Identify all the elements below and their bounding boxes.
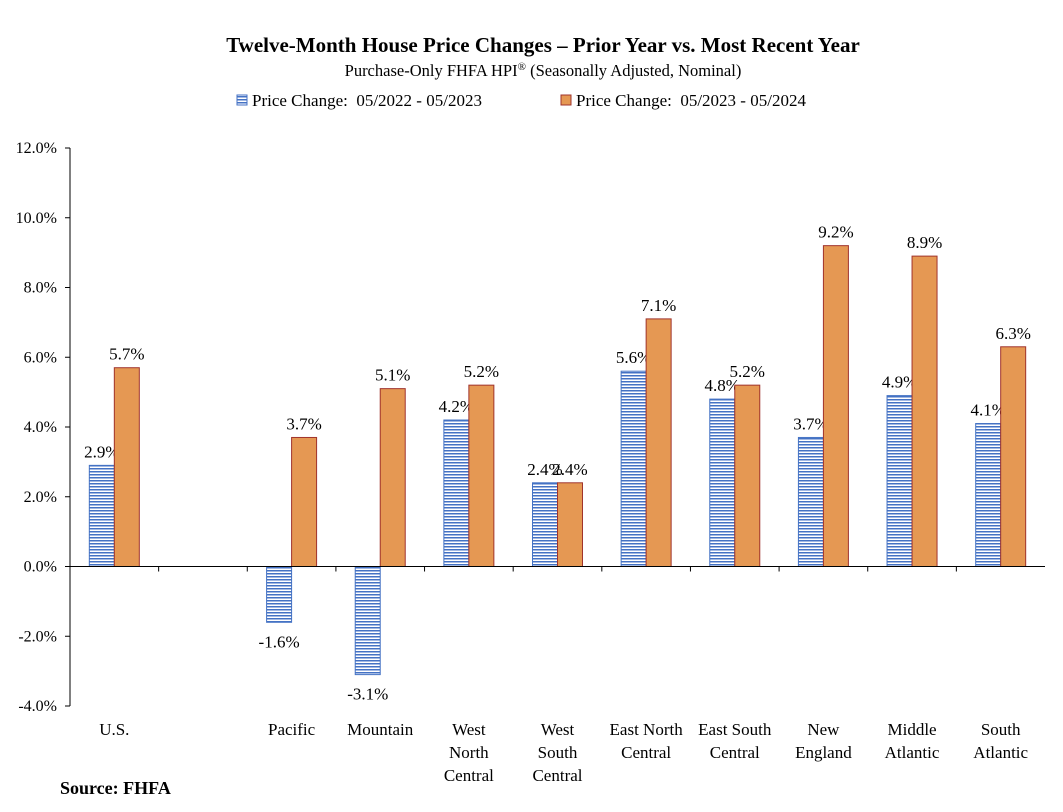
x-category-label: Central — [532, 766, 582, 785]
bar-series-1 — [354, 566, 381, 676]
data-label-series-2: 2.4% — [552, 460, 587, 479]
y-tick-label: 6.0% — [24, 349, 57, 366]
bar-series-2 — [645, 318, 672, 568]
subtitle-main: Purchase-Only FHFA HPI — [345, 61, 518, 80]
y-tick-label: 12.0% — [16, 140, 57, 157]
data-label-series-1: 4.1% — [970, 401, 1005, 420]
x-category-label: Atlantic — [885, 743, 940, 762]
data-label-series-1: 4.2% — [439, 397, 474, 416]
y-tick-label: 10.0% — [16, 210, 57, 227]
bar-series-2 — [734, 384, 761, 567]
data-label-series-2: 5.2% — [730, 362, 765, 381]
x-category-label: England — [795, 743, 852, 762]
y-tick-label: -2.0% — [18, 628, 57, 645]
x-axis: U.S. Pacific Mountain West North Central West S… — [70, 566, 1045, 785]
legend-label-series-1: Price Change: 05/2022 - 05/2023 — [252, 91, 482, 110]
bar-series-2 — [822, 245, 849, 567]
bar-series-1 — [620, 370, 647, 568]
data-label-series-1: 2.4% — [527, 460, 562, 479]
legend: Price Change: 05/2022 - 05/2023 Price Ch… — [236, 91, 806, 110]
x-category-label: Central — [710, 743, 760, 762]
data-label-series-1: 2.9% — [84, 442, 119, 461]
legend-swatch-series-2 — [560, 94, 572, 106]
data-label-series-2: 8.9% — [907, 233, 942, 252]
y-tick-label: 8.0% — [24, 280, 57, 297]
data-label-series-1: 4.9% — [882, 373, 917, 392]
bar-series-1 — [266, 566, 293, 623]
legend-swatch-series-1 — [236, 94, 248, 106]
data-label-series-2: 3.7% — [286, 414, 321, 433]
x-category-label: Pacific — [268, 720, 316, 739]
chart-subtitle: Purchase-Only FHFA HPI® (Seasonally Adju… — [345, 61, 742, 80]
subtitle-registered-mark: ® — [518, 61, 526, 73]
y-axis: 12.0% 10.0% 8.0% 6.0% 4.0% 2.0% 0.0% -2.0% -4.0% — [16, 140, 71, 715]
bar-series-2 — [113, 367, 140, 567]
data-label-series-1: -1.6% — [259, 632, 300, 651]
legend-label-series-2: Price Change: 05/2023 - 05/2024 — [576, 91, 806, 110]
x-category-label: South — [538, 743, 578, 762]
x-category-label: New — [807, 720, 840, 739]
data-label-series-2: 5.1% — [375, 366, 410, 385]
data-label-series-1: -3.1% — [347, 685, 388, 704]
bar-series-1 — [443, 419, 470, 567]
x-category-label: Central — [621, 743, 671, 762]
bar-series-1 — [532, 482, 558, 567]
bar-series-2 — [1000, 346, 1027, 567]
bars-layer: 2.9% 5.7% -1.6% 3.7% -3.1% 5.1% 4.2% 5.2% 2.4%2.… — [84, 223, 1031, 704]
data-label-series-1: 4.8% — [705, 376, 740, 395]
source-note: Source: FHFA — [60, 778, 171, 798]
bar-series-2 — [291, 436, 318, 567]
x-category-label: East North — [610, 720, 684, 739]
data-label-series-2: 5.7% — [109, 345, 144, 364]
data-label-series-2: 5.2% — [464, 362, 499, 381]
x-category-label: Central — [444, 766, 494, 785]
bar-series-1 — [886, 395, 913, 567]
x-category-label: West — [452, 720, 486, 739]
x-category-label: Middle — [887, 720, 936, 739]
x-category-label: West — [541, 720, 575, 739]
bar-series-2 — [557, 482, 583, 567]
y-tick-label: 4.0% — [24, 419, 57, 436]
bar-series-2 — [379, 388, 406, 568]
data-label-series-2: 9.2% — [818, 223, 853, 242]
y-tick-label: 2.0% — [24, 489, 57, 506]
x-category-label: Mountain — [347, 720, 414, 739]
subtitle-tail: (Seasonally Adjusted, Nominal) — [526, 61, 741, 80]
data-label-series-2: 7.1% — [641, 296, 676, 315]
y-tick-label: -4.0% — [18, 698, 57, 715]
x-category-label: East South — [698, 720, 772, 739]
x-category-label: U.S. — [99, 720, 129, 739]
y-tick-label: 0.0% — [24, 559, 57, 576]
bar-series-1 — [975, 423, 1002, 568]
x-category-label: South — [981, 720, 1021, 739]
bar-series-1 — [88, 464, 115, 567]
data-label-series-1: 5.6% — [616, 348, 651, 367]
chart-title: Twelve-Month House Price Changes – Prior… — [226, 33, 860, 57]
bar-series-2 — [468, 384, 495, 567]
bar-series-1 — [709, 398, 736, 567]
data-label-series-2: 6.3% — [995, 324, 1030, 343]
data-label-series-1: 3.7% — [793, 414, 828, 433]
x-category-label: North — [449, 743, 489, 762]
bar-series-1 — [797, 436, 824, 567]
x-category-label: Atlantic — [973, 743, 1028, 762]
bar-series-2 — [911, 255, 938, 567]
